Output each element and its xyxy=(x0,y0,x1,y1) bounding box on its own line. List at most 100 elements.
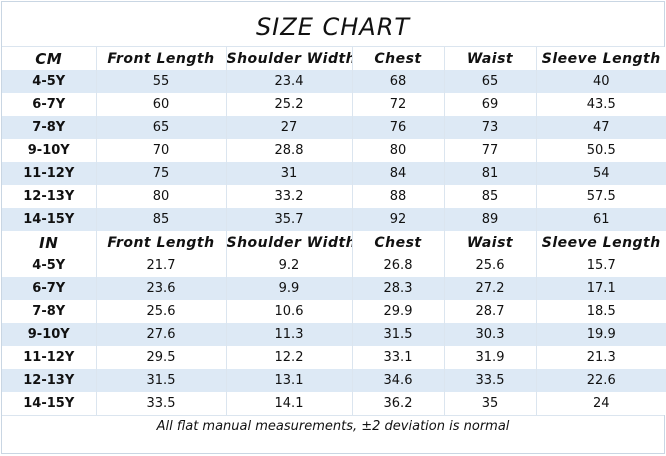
unit-label-cm: CM xyxy=(2,47,97,70)
size-label: 14-15Y xyxy=(2,392,97,415)
table-row: 9-10Y 27.6 11.3 31.5 30.3 19.9 xyxy=(2,323,666,346)
cell: 33.5 xyxy=(96,392,227,415)
cm-header-row: CM Front Length Shoulder Width Chest Wai… xyxy=(2,47,666,70)
cell: 22.6 xyxy=(536,369,666,392)
size-label: 12-13Y xyxy=(2,369,97,392)
cell: 33.1 xyxy=(352,346,445,369)
cell: 9.2 xyxy=(226,254,353,277)
cell: 57.5 xyxy=(536,185,666,208)
cell: 25.6 xyxy=(444,254,537,277)
cell: 68 xyxy=(352,70,445,93)
cell: 25.6 xyxy=(96,300,227,323)
cell: 80 xyxy=(96,185,227,208)
cell: 81 xyxy=(444,162,537,185)
cell: 69 xyxy=(444,93,537,116)
cell: 73 xyxy=(444,116,537,139)
size-label: 14-15Y xyxy=(2,208,97,231)
table-row: 14-15Y 33.5 14.1 36.2 35 24 xyxy=(2,392,666,415)
cell: 29.5 xyxy=(96,346,227,369)
size-table: CM Front Length Shoulder Width Chest Wai… xyxy=(2,47,666,415)
header-front-length: Front Length xyxy=(96,231,227,254)
header-chest: Chest xyxy=(352,47,445,70)
cell: 28.7 xyxy=(444,300,537,323)
cell: 26.8 xyxy=(352,254,445,277)
cell: 14.1 xyxy=(226,392,353,415)
cell: 23.6 xyxy=(96,277,227,300)
size-label: 9-10Y xyxy=(2,323,97,346)
cell: 43.5 xyxy=(536,93,666,116)
cell: 31.9 xyxy=(444,346,537,369)
header-sleeve-length: Sleeve Length xyxy=(536,231,666,254)
cell: 28.8 xyxy=(226,139,353,162)
header-shoulder-width: Shoulder Width xyxy=(226,231,353,254)
cell: 40 xyxy=(536,70,666,93)
cell: 50.5 xyxy=(536,139,666,162)
cell: 60 xyxy=(96,93,227,116)
table-row: 6-7Y 23.6 9.9 28.3 27.2 17.1 xyxy=(2,277,666,300)
header-waist: Waist xyxy=(444,47,537,70)
table-row: 7-8Y 25.6 10.6 29.9 28.7 18.5 xyxy=(2,300,666,323)
size-label: 11-12Y xyxy=(2,346,97,369)
cell: 84 xyxy=(352,162,445,185)
size-label: 4-5Y xyxy=(2,254,97,277)
cell: 18.5 xyxy=(536,300,666,323)
table-row: 12-13Y 80 33.2 88 85 57.5 xyxy=(2,185,666,208)
size-label: 4-5Y xyxy=(2,70,97,93)
cell: 17.1 xyxy=(536,277,666,300)
cell: 27.6 xyxy=(96,323,227,346)
cell: 35 xyxy=(444,392,537,415)
measurement-note: All flat manual measurements, ±2 deviati… xyxy=(2,415,664,439)
header-chest: Chest xyxy=(352,231,445,254)
cell: 10.6 xyxy=(226,300,353,323)
cell: 31 xyxy=(226,162,353,185)
cell: 31.5 xyxy=(352,323,445,346)
size-label: 11-12Y xyxy=(2,162,97,185)
cell: 11.3 xyxy=(226,323,353,346)
cell: 33.2 xyxy=(226,185,353,208)
cell: 23.4 xyxy=(226,70,353,93)
cell: 65 xyxy=(96,116,227,139)
cell: 25.2 xyxy=(226,93,353,116)
size-label: 6-7Y xyxy=(2,277,97,300)
cell: 47 xyxy=(536,116,666,139)
cell: 72 xyxy=(352,93,445,116)
cell: 9.9 xyxy=(226,277,353,300)
header-shoulder-width: Shoulder Width xyxy=(226,47,353,70)
size-label: 12-13Y xyxy=(2,185,97,208)
cell: 85 xyxy=(444,185,537,208)
cell: 15.7 xyxy=(536,254,666,277)
in-header-row: IN Front Length Shoulder Width Chest Wai… xyxy=(2,231,666,254)
cell: 88 xyxy=(352,185,445,208)
table-row: 4-5Y 55 23.4 68 65 40 xyxy=(2,70,666,93)
header-waist: Waist xyxy=(444,231,537,254)
chart-title: SIZE CHART xyxy=(2,2,664,47)
cell: 92 xyxy=(352,208,445,231)
cell: 34.6 xyxy=(352,369,445,392)
table-row: 6-7Y 60 25.2 72 69 43.5 xyxy=(2,93,666,116)
cell: 65 xyxy=(444,70,537,93)
cell: 21.3 xyxy=(536,346,666,369)
cell: 89 xyxy=(444,208,537,231)
cell: 75 xyxy=(96,162,227,185)
cell: 21.7 xyxy=(96,254,227,277)
table-row: 4-5Y 21.7 9.2 26.8 25.6 15.7 xyxy=(2,254,666,277)
cell: 24 xyxy=(536,392,666,415)
size-label: 7-8Y xyxy=(2,300,97,323)
cell: 27 xyxy=(226,116,353,139)
header-sleeve-length: Sleeve Length xyxy=(536,47,666,70)
cell: 76 xyxy=(352,116,445,139)
cell: 30.3 xyxy=(444,323,537,346)
unit-label-in: IN xyxy=(2,231,97,254)
cell: 55 xyxy=(96,70,227,93)
header-front-length: Front Length xyxy=(96,47,227,70)
cell: 28.3 xyxy=(352,277,445,300)
cell: 54 xyxy=(536,162,666,185)
cell: 13.1 xyxy=(226,369,353,392)
cell: 27.2 xyxy=(444,277,537,300)
table-row: 11-12Y 29.5 12.2 33.1 31.9 21.3 xyxy=(2,346,666,369)
cell: 19.9 xyxy=(536,323,666,346)
size-label: 6-7Y xyxy=(2,93,97,116)
cell: 35.7 xyxy=(226,208,353,231)
size-label: 7-8Y xyxy=(2,116,97,139)
